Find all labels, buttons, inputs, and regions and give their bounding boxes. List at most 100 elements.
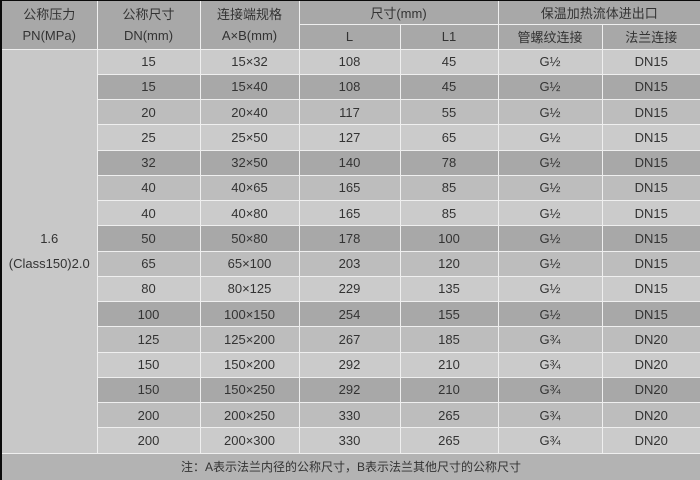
table-row: 200 200×250 330 265 G¾ DN20 [2,401,700,429]
cell-dn: 200 [96,427,201,454]
table-row: 32 32×50 140 78 G½ DN15 [2,149,700,176]
cell-flange: DN15 [601,225,700,252]
header-pressure-line1: 公称压力 [23,6,76,22]
cell-l1: 65 [399,124,499,151]
cell-thread: G½ [497,73,603,101]
cell-flange: DN20 [601,326,700,353]
table-row: 100 100×150 254 155 G½ DN15 [2,300,700,328]
header-flange-connection: 法兰连接 [601,23,700,50]
cell-dn: 50 [96,225,201,252]
cell-ab: 32×50 [199,149,300,176]
table-row: 150 150×250 292 210 G¾ DN20 [2,376,700,404]
cell-thread: G½ [497,48,603,75]
cell-ab: 80×125 [199,275,300,303]
cell-l1: 135 [399,275,499,303]
cell-thread: G¾ [497,401,603,429]
header-row-1: 公称压力 PN(MPa) 公称尺寸 DN(mm) 连接端规格 A×B(mm) 尺… [1,0,700,50]
cell-l: 229 [298,275,401,303]
cell-ab: 200×250 [199,401,300,429]
cell-thread: G½ [497,98,603,126]
table-footer: 注：A表示法兰内径的公称尺寸，B表示法兰其他尺寸的公称尺寸 [1,452,700,480]
cell-flange: DN20 [601,351,700,378]
cell-l: 254 [298,300,401,328]
cell-l: 330 [298,401,401,429]
cell-flange: DN15 [601,275,700,303]
header-size-line2: DN(mm) [123,27,174,43]
cell-dn: 15 [96,73,201,101]
cell-l: 267 [298,326,401,353]
cell-flange: DN20 [601,427,700,454]
cell-dn: 80 [96,275,201,303]
cell-ab: 15×32 [199,48,300,75]
cell-flange: DN15 [601,199,700,227]
cell-thread: G½ [497,300,603,328]
header-connection-line2: A×B(mm) [221,27,278,43]
table-note: 注：A表示法兰内径的公称尺寸，B表示法兰其他尺寸的公称尺寸 [1,452,700,480]
table-row: 50 50×80 178 100 G½ DN15 [2,225,700,252]
cell-thread: G½ [497,225,603,252]
cell-l1: 185 [399,326,499,353]
cell-ab: 40×80 [199,199,300,227]
cell-l1: 55 [399,98,499,126]
cell-thread: G¾ [497,376,603,404]
cell-flange: DN15 [601,98,700,126]
cell-l: 203 [298,250,401,277]
table-row: 40 40×80 165 85 G½ DN15 [2,199,700,227]
table-row: 25 25×50 127 65 G½ DN15 [2,124,700,151]
cell-dn: 40 [96,174,201,202]
cell-dn: 200 [96,401,201,429]
cell-l1: 45 [399,73,499,101]
header-connection: 连接端规格 A×B(mm) [199,0,300,50]
header-size-line1: 公称尺寸 [122,6,175,22]
header-dimensions-group: 尺寸(mm) [298,0,499,25]
cell-l1: 45 [399,48,499,75]
header-thread-connection: 管螺纹连接 [497,23,603,50]
cell-thread: G½ [497,149,603,176]
cell-dn: 32 [96,149,201,176]
cell-thread: G½ [497,250,603,277]
cell-ab: 15×40 [199,73,300,101]
cell-dn: 65 [96,250,201,277]
cell-dn: 25 [96,124,201,151]
cell-l: 108 [298,73,401,101]
cell-ab: 20×40 [199,98,300,126]
cell-dn: 15 [96,48,201,75]
cell-thread: G½ [497,124,603,151]
cell-l1: 210 [399,376,499,404]
table-row: 125 125×200 267 185 G¾ DN20 [2,326,700,353]
pressure-cell: 1.6 (Class150)2.0 [1,48,98,454]
table-row: 200 200×300 330 265 G¾ DN20 [2,427,700,454]
cell-flange: DN15 [601,174,700,202]
cell-flange: DN15 [601,73,700,101]
cell-dn: 150 [96,376,201,404]
cell-l1: 210 [399,351,499,378]
cell-ab: 25×50 [199,124,300,151]
header-inlet-group: 保温加热流体进出口 [497,0,700,25]
cell-dn: 125 [96,326,201,353]
cell-l1: 265 [399,401,499,429]
cell-l: 140 [298,149,401,176]
cell-thread: G½ [497,174,603,202]
cell-flange: DN15 [601,300,700,328]
header-l1: L1 [399,23,499,50]
cell-thread: G¾ [497,351,603,378]
cell-thread: G½ [497,199,603,227]
cell-l: 292 [298,376,401,404]
cell-flange: DN15 [601,149,700,176]
cell-ab: 100×150 [199,300,300,328]
cell-dn: 40 [96,199,201,227]
table-row: 40 40×65 165 85 G½ DN15 [2,174,700,202]
table-row: 15 15×40 108 45 G½ DN15 [2,73,700,101]
table-row: 20 20×40 117 55 G½ DN15 [2,98,700,126]
header-connection-line1: 连接端规格 [216,6,282,22]
pressure-cell-line: (Class150)2.0 [8,256,90,271]
cell-ab: 40×65 [199,174,300,202]
table-row: 65 65×100 203 120 G½ DN15 [2,250,700,277]
header-row-2: L L1 管螺纹连接 法兰连接 [2,23,700,50]
cell-l1: 85 [399,174,499,202]
header-size: 公称尺寸 DN(mm) [96,0,201,50]
cell-l1: 78 [399,149,499,176]
cell-dn: 100 [96,300,201,328]
